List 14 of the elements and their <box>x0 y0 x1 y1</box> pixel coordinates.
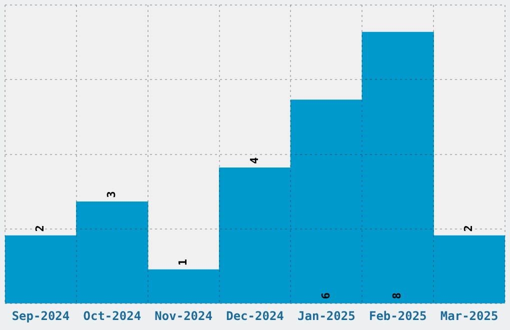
data-label: 2 <box>462 225 476 232</box>
data-label: 8 <box>390 292 404 300</box>
x-tick-label: Nov-2024 <box>154 308 212 323</box>
x-tick-label: Mar-2025 <box>440 308 498 323</box>
x-tick-label: Jan-2025 <box>298 308 356 323</box>
data-label: 4 <box>248 156 261 164</box>
x-tick-label: Oct-2024 <box>83 308 142 323</box>
data-label: 2 <box>34 225 47 232</box>
data-label: 6 <box>319 292 332 300</box>
x-tick-label: Dec-2024 <box>226 308 284 323</box>
x-tick-label: Sep-2024 <box>12 308 70 323</box>
data-label: 1 <box>176 258 190 266</box>
data-label: 3 <box>105 191 118 198</box>
x-tick-label: Feb-2025 <box>368 308 427 323</box>
